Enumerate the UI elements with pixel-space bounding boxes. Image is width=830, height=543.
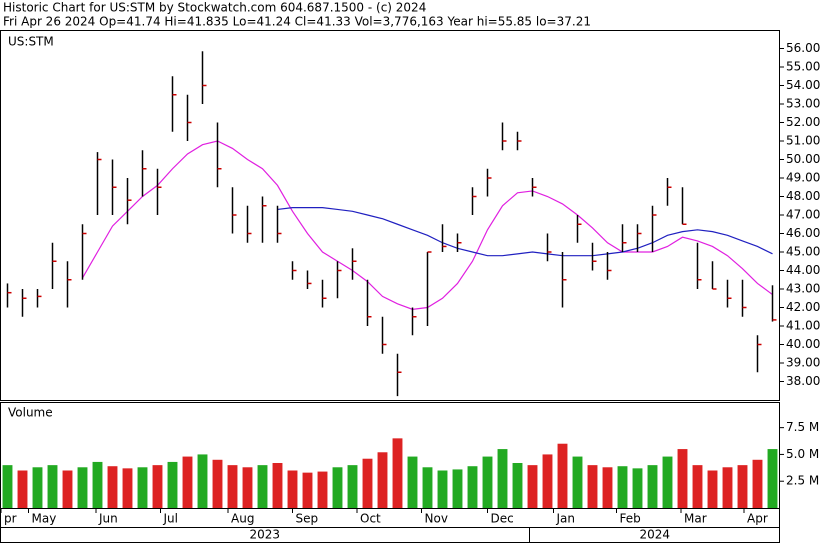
- volume-bar: [722, 467, 733, 508]
- volume-tick-label: 7.5 M: [786, 420, 819, 434]
- volume-bar: [467, 466, 478, 508]
- moving-average: [277, 207, 773, 257]
- volume-tick-label: 5.0 M: [786, 447, 819, 461]
- volume-bar: [362, 458, 373, 508]
- volume-bar: [602, 467, 613, 508]
- y-tick-label: 42.00: [786, 300, 820, 314]
- y-tick-label: 41.00: [786, 319, 820, 333]
- volume-bar: [557, 443, 568, 508]
- volume-bar: [212, 459, 223, 508]
- x-tick-label: Oct: [360, 512, 381, 526]
- y-tick-label: 47.00: [786, 208, 820, 222]
- volume-bar: [227, 465, 238, 508]
- chart-title: Historic Chart for US:STM by Stockwatch.…: [3, 1, 426, 15]
- x-tick-label: Mar: [684, 512, 707, 526]
- volume-bar: [752, 459, 763, 508]
- volume-bar: [62, 470, 73, 508]
- x-tick-label: Jun: [98, 512, 118, 526]
- x-tick-label: Sep: [296, 512, 319, 526]
- y-tick-label: 49.00: [786, 171, 820, 185]
- volume-bar: [482, 456, 493, 508]
- y-tick-label: 51.00: [786, 134, 820, 148]
- volume-bar: [692, 465, 703, 508]
- volume-label: Volume: [8, 406, 53, 420]
- y-tick-label: 38.00: [786, 374, 820, 388]
- volume-bar: [647, 465, 658, 508]
- y-tick-label: 54.00: [786, 78, 820, 92]
- volume-bar: [452, 469, 463, 508]
- y-tick-label: 52.00: [786, 115, 820, 129]
- volume-bar: [437, 470, 448, 508]
- year-label: 2024: [639, 528, 670, 542]
- volume-bar: [422, 467, 433, 508]
- y-tick-label: 50.00: [786, 152, 820, 166]
- volume-bar: [572, 456, 583, 508]
- volume-bar: [542, 454, 553, 508]
- volume-bar: [122, 468, 133, 508]
- volume-bar: [737, 465, 748, 508]
- symbol-label: US:STM: [8, 35, 54, 49]
- volume-bar: [512, 463, 523, 508]
- x-tick-label: Aug: [231, 512, 254, 526]
- volume-bar: [347, 465, 358, 508]
- volume-bar: [617, 466, 628, 508]
- volume-bar: [77, 467, 88, 508]
- y-tick-label: 40.00: [786, 337, 820, 351]
- x-tick-label: Jan: [556, 512, 576, 526]
- x-tick-label: Nov: [425, 512, 448, 526]
- y-tick-label: 46.00: [786, 226, 820, 240]
- volume-bar: [152, 465, 163, 508]
- volume-bar: [332, 467, 343, 508]
- volume-tick-label: 2.5 M: [786, 474, 819, 488]
- volume-bar: [2, 465, 13, 508]
- volume-bar: [707, 470, 718, 508]
- volume-bar: [272, 463, 283, 508]
- volume-bar: [767, 449, 778, 508]
- volume-bar: [317, 471, 328, 508]
- x-tick-label: Dec: [491, 512, 514, 526]
- volume-bar: [197, 454, 208, 508]
- volume-bar: [497, 449, 508, 508]
- volume-bar: [587, 465, 598, 508]
- year-label: 2023: [249, 528, 280, 542]
- volume-bar: [92, 461, 103, 508]
- price-panel: [0, 30, 780, 401]
- volume-bar: [302, 472, 313, 508]
- y-tick-label: 53.00: [786, 97, 820, 111]
- y-tick-label: 48.00: [786, 189, 820, 203]
- volume-bar: [137, 467, 148, 508]
- volume-bar: [662, 456, 673, 508]
- volume-bar: [32, 467, 43, 508]
- x-tick-label: Jul: [163, 512, 178, 526]
- volume-bar: [392, 438, 403, 508]
- y-tick-label: 55.00: [786, 60, 820, 74]
- volume-bar: [527, 465, 538, 508]
- x-tick-label: pr: [4, 512, 17, 526]
- y-tick-label: 56.00: [786, 41, 820, 55]
- volume-bar: [407, 456, 418, 508]
- y-tick-label: 44.00: [786, 263, 820, 277]
- volume-bar: [242, 467, 253, 508]
- volume-bar: [377, 452, 388, 508]
- volume-bar: [632, 468, 643, 508]
- y-tick-label: 43.00: [786, 282, 820, 296]
- y-tick-label: 45.00: [786, 245, 820, 259]
- volume-bar: [257, 465, 268, 508]
- x-tick-label: Feb: [620, 512, 641, 526]
- volume-bar: [47, 465, 58, 508]
- quote-line: Fri Apr 26 2024 Op=41.74 Hi=41.835 Lo=41…: [3, 15, 591, 29]
- volume-bar: [287, 470, 298, 508]
- x-tick-label: Apr: [747, 512, 768, 526]
- volume-bar: [107, 466, 118, 508]
- volume-bar: [17, 470, 28, 508]
- y-tick-label: 39.00: [786, 356, 820, 370]
- volume-bar: [182, 456, 193, 508]
- volume-bar: [167, 461, 178, 508]
- volume-bar: [677, 449, 688, 508]
- x-tick-label: May: [32, 512, 57, 526]
